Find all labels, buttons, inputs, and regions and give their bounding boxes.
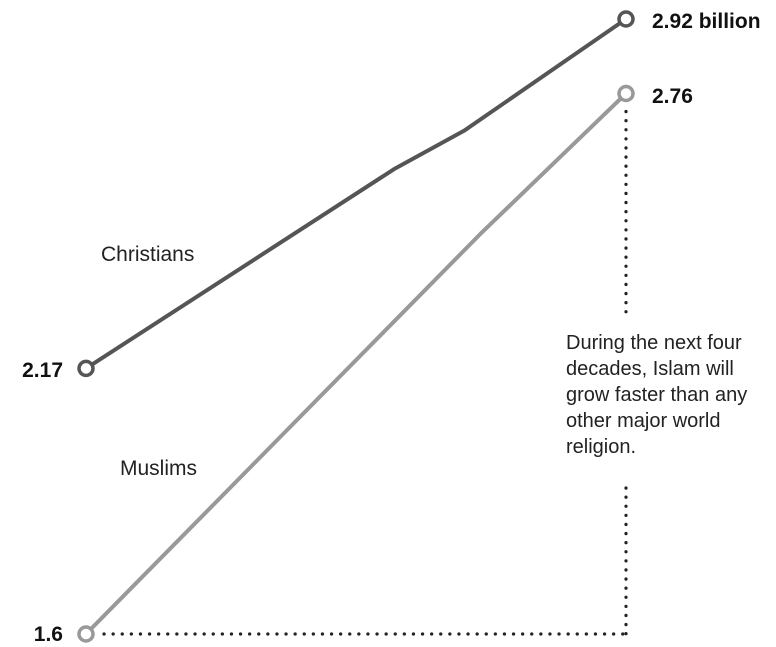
series-label-christians: Christians	[101, 243, 194, 266]
series-label-muslims: Muslims	[120, 457, 197, 480]
series-line-muslims	[84, 91, 628, 636]
point-muslims-start	[77, 625, 95, 643]
value-label-muslims-start: 1.6	[34, 623, 63, 646]
point-muslims-end	[617, 84, 635, 103]
value-label-christians-start: 2.17	[22, 359, 63, 382]
value-label-muslims-end: 2.76	[652, 85, 693, 108]
value-label-christians-end: 2.92 billion	[652, 10, 761, 33]
point-christians-start	[77, 359, 95, 378]
series-line-christians	[84, 17, 628, 371]
annotation-text: During the next four decades, Islam will…	[566, 332, 748, 458]
point-christians-end	[617, 10, 635, 28]
